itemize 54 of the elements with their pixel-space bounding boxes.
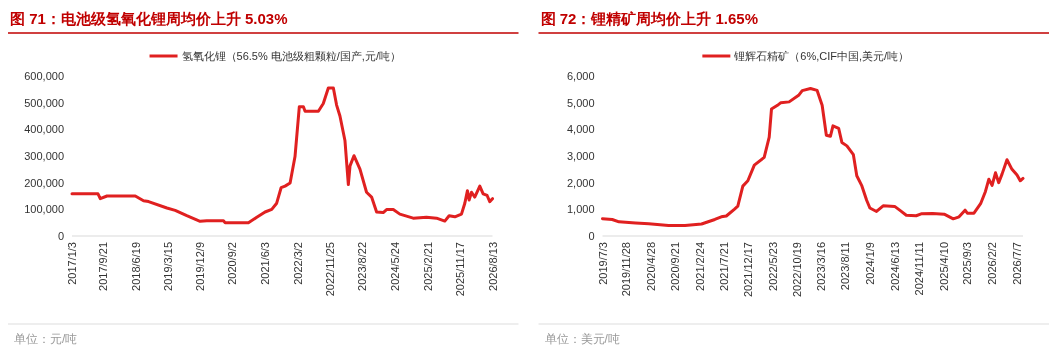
x-tick-label: 2024/1/9 xyxy=(863,242,876,285)
legend-label: 氢氧化锂（56.5% 电池级粗颗粒/国产,元/吨） xyxy=(181,50,401,62)
x-tick-label: 2024/6/13 xyxy=(888,242,901,291)
x-tick-label: 2018/6/19 xyxy=(129,242,142,291)
x-tick-label: 2026/7/7 xyxy=(1011,242,1024,285)
x-tick-label: 2024/11/11 xyxy=(913,242,926,296)
x-tick-label: 2024/5/24 xyxy=(389,242,402,291)
chart-title: 图 72：锂精矿周均价上升 1.65% xyxy=(540,10,759,27)
x-tick-label: 2020/9/21 xyxy=(668,242,681,291)
y-tick-label: 500,000 xyxy=(24,96,64,109)
y-tick-label: 3,000 xyxy=(566,150,595,162)
y-tick-label: 0 xyxy=(588,230,595,242)
y-tick-label: 1,000 xyxy=(566,203,595,216)
line-series xyxy=(601,87,1025,227)
x-tick-label: 2022/11/25 xyxy=(323,242,336,297)
y-tick-label: 200,000 xyxy=(24,176,64,189)
x-tick-label: 2019/11/28 xyxy=(620,242,633,297)
y-tick-label: 100,000 xyxy=(24,203,64,216)
y-tick-label: 4,000 xyxy=(566,123,595,136)
x-tick-label: 2023/8/22 xyxy=(356,242,369,291)
text: 单位：元/吨 xyxy=(14,332,78,346)
x-tick-label: 2021/2/24 xyxy=(693,242,706,291)
x-tick-label: 2019/3/15 xyxy=(161,242,174,291)
y-tick-label: 400,000 xyxy=(24,123,64,136)
y-tick-label: 2,000 xyxy=(566,176,595,189)
x-tick-label: 2019/7/3 xyxy=(596,242,609,285)
x-tick-label: 2023/3/16 xyxy=(815,242,828,291)
x-tick-label: 2020/4/28 xyxy=(645,242,658,291)
x-tick-label: 2025/4/10 xyxy=(937,242,950,291)
chart-title: 图 71：电池级氢氧化锂周均价上升 5.03% xyxy=(10,10,288,27)
text: 单位：美元/吨 xyxy=(544,332,620,346)
x-tick-label: 2025/2/21 xyxy=(422,242,435,291)
legend-label: 锂辉石精矿（6%,CIF中国,美元/吨） xyxy=(733,50,910,62)
x-tick-label: 2025/11/17 xyxy=(454,242,467,297)
y-tick-label: 5,000 xyxy=(566,96,595,109)
line-series xyxy=(70,86,494,225)
x-tick-label: 2026/8/13 xyxy=(486,242,499,291)
x-tick-label: 2023/8/11 xyxy=(839,242,852,291)
x-tick-label: 2017/1/3 xyxy=(66,242,78,285)
x-tick-label: 2021/6/3 xyxy=(259,242,272,285)
x-tick-label: 2025/9/3 xyxy=(961,242,974,285)
x-tick-label: 2022/5/23 xyxy=(767,242,780,291)
x-tick-label: 2021/7/21 xyxy=(717,242,730,291)
x-tick-label: 2021/12/17 xyxy=(741,242,754,298)
x-tick-label: 2026/2/2 xyxy=(985,242,998,285)
y-tick-label: 300,000 xyxy=(24,150,64,162)
x-tick-label: 2017/9/21 xyxy=(97,242,110,291)
x-tick-label: 2019/12/9 xyxy=(194,242,207,291)
x-tick-label: 2022/10/19 xyxy=(791,242,804,298)
y-tick-label: 0 xyxy=(57,230,64,242)
y-tick-label: 6,000 xyxy=(566,70,595,82)
x-tick-label: 2022/3/2 xyxy=(291,242,304,285)
y-tick-label: 600,000 xyxy=(24,70,64,82)
x-tick-label: 2020/9/2 xyxy=(226,242,239,285)
